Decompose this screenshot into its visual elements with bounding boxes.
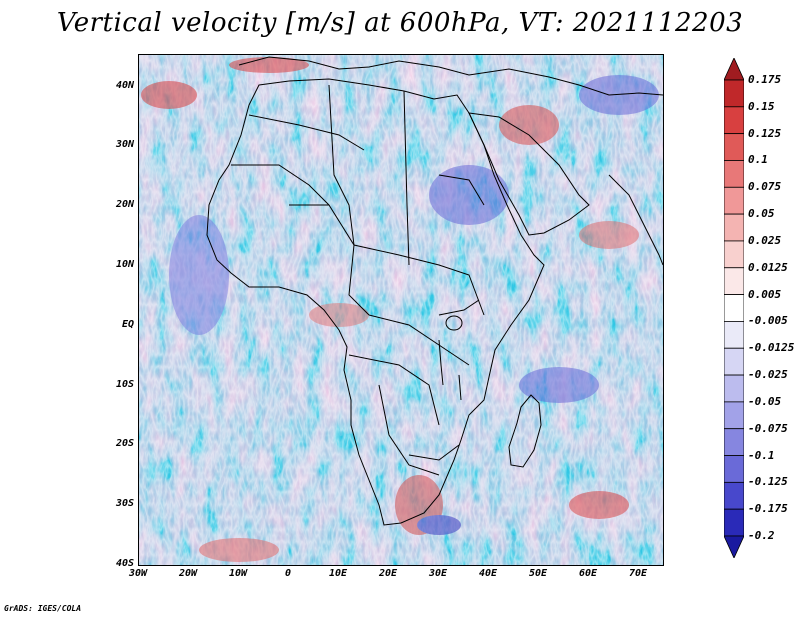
colorbar-level-label: 0.125 [748,126,782,140]
colorbar-box [724,79,744,108]
country-border [438,174,485,206]
country-border [398,254,485,316]
colorbar-box [724,347,744,376]
lat-label-30s: 30S [115,498,134,509]
lon-label-40e: 40E [478,568,498,579]
colorbar-box [724,240,744,269]
colorbar-box [724,186,744,215]
lat-label-30n: 30N [115,139,134,150]
europe-coastline [238,56,663,96]
velocity-patches [141,57,659,562]
country-border [328,84,355,246]
colorbar-box [724,455,744,483]
colorbar-box [724,213,744,242]
colorbar-level-label: -0.1 [748,448,775,462]
colorbar-box [724,428,744,456]
colorbar-level-label: -0.025 [748,368,788,382]
country-border [438,299,480,316]
lake-tanganyika [438,339,444,386]
lon-label-30w: 30W [128,568,148,579]
colorbar [724,58,744,558]
lat-label-10n: 10N [115,259,134,270]
lon-label-10e: 10E [328,568,348,579]
map-panel [138,54,664,566]
colorbar-level-label: -0.125 [748,475,788,489]
colorbar-level-label: 0.025 [748,233,782,247]
lon-label-10w: 10W [228,568,248,579]
country-border [368,314,470,366]
colorbar-bottom-triangle [724,535,744,558]
lat-label-eq: EQ [121,319,134,330]
coastlines [206,56,663,526]
colorbar-box [724,374,744,403]
colorbar-box [724,401,744,430]
colorbar-level-label: -0.005 [748,314,788,328]
colorbar-box [724,160,744,188]
colorbar-level-label: -0.075 [748,421,788,435]
lon-label-20w: 20W [178,568,198,579]
lat-label-40s: 40S [115,558,134,569]
country-border [408,444,460,461]
lon-label-50e: 50E [528,568,548,579]
lake-malawi [458,374,462,401]
lon-label-60e: 60E [578,568,598,579]
grads-credit: GrADS: IGES/COLA [4,604,82,613]
colorbar-labels: 0.175 0.15 0.125 0.1 0.075 0.05 0.025 0.0125 0.0… [748,0,800,618]
colorbar-level-label: 0.1 [748,153,768,167]
colorbar-level-label: 0.0125 [748,260,788,274]
lon-label-30e: 30E [428,568,448,579]
india-coastline [608,174,663,266]
lat-label-40n: 40N [115,80,134,91]
country-border [289,204,400,256]
colorbar-level-label: -0.0125 [748,341,795,355]
colorbar-level-label: 0.175 [748,73,782,86]
arabia-coastline [468,112,590,236]
country-border [231,164,330,206]
chart-title: Vertical velocity [m/s] at 600hPa, VT: 2… [56,8,744,38]
colorbar-box [724,267,744,295]
field-streaks [139,55,663,565]
lat-label-20n: 20N [115,199,134,210]
colorbar-box [724,133,744,161]
colorbar-level-label: 0.075 [748,180,782,194]
colorbar-level-label: -0.175 [748,502,788,516]
colorbar-box [724,321,744,349]
lat-label-10s: 10S [115,379,134,390]
country-border [348,354,440,426]
colorbar-level-label: 0.005 [748,287,782,301]
country-border [348,244,370,316]
colorbar-box [724,106,744,135]
madagascar-coastline [508,394,542,468]
lon-label-0: 0 [284,568,292,579]
colorbar-level-label: 0.15 [748,99,775,113]
lon-label-20e: 20E [378,568,398,579]
colorbar-top-triangle [724,58,744,81]
lake-victoria [445,315,463,331]
colorbar-box [724,481,744,510]
lat-label-20s: 20S [115,438,134,449]
colorbar-box [724,294,744,322]
vertical-velocity-map [139,55,663,565]
country-border [248,114,365,151]
colorbar-level-label: -0.05 [748,394,782,408]
colorbar-level-label: 0.05 [748,207,775,221]
country-border [403,90,410,266]
country-border [378,384,440,476]
colorbar-level-label: -0.2 [748,529,775,542]
lon-label-70e: 70E [628,568,648,579]
colorbar-box [724,508,744,537]
